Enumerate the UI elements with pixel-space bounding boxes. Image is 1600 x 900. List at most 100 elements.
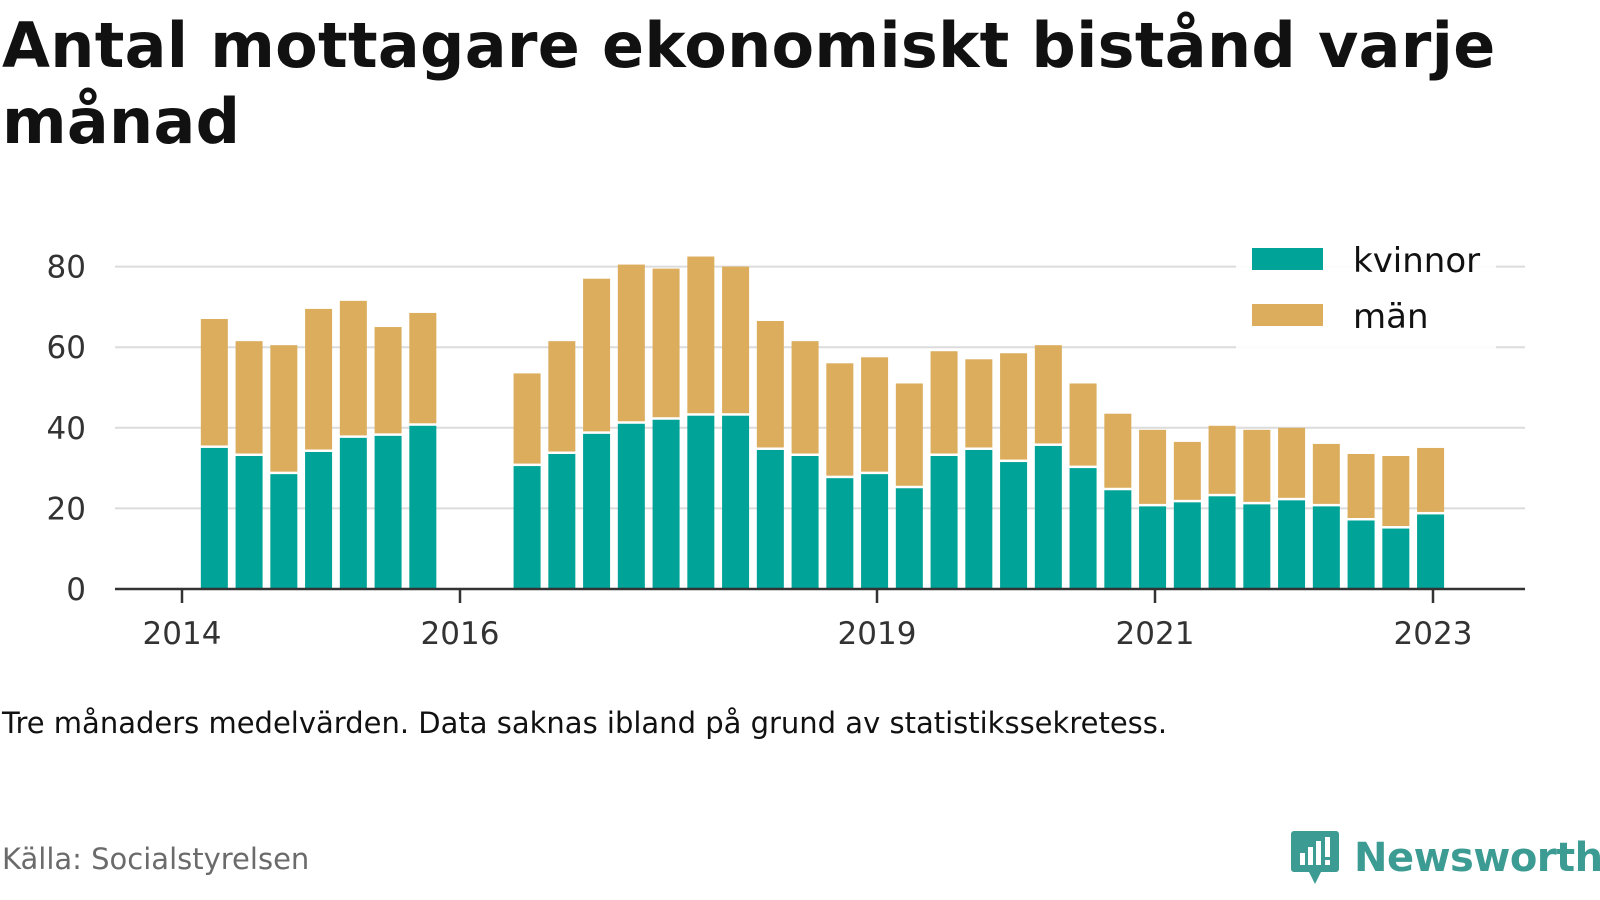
newsworthy-logo-icon xyxy=(1291,831,1339,884)
bar-kvinnor-2021-08 xyxy=(1208,496,1236,589)
legend-label-man: män xyxy=(1353,297,1429,337)
bar-group-2018-05 xyxy=(756,321,784,589)
x-tick-label-2019: 2019 xyxy=(838,616,917,652)
bar-group-2018-11 xyxy=(826,363,854,589)
bar-kvinnor-2014-11 xyxy=(270,474,298,589)
bar-man-2019-08 xyxy=(930,351,958,454)
bar-man-2015-02 xyxy=(305,308,333,450)
bar-man-2018-05 xyxy=(756,321,784,448)
bar-man-2015-08 xyxy=(374,327,402,434)
bar-kvinnor-2018-11 xyxy=(826,478,854,589)
bar-group-2018-08 xyxy=(791,341,819,589)
bar-group-2020-08 xyxy=(1069,383,1097,589)
bar-kvinnor-2018-02 xyxy=(722,415,750,589)
bar-man-2015-11 xyxy=(409,312,437,424)
bar-man-2020-05 xyxy=(1034,345,1062,444)
bar-kvinnor-2017-11 xyxy=(687,415,715,589)
bar-group-2019-08 xyxy=(930,351,958,589)
bar-group-2022-08 xyxy=(1347,453,1375,589)
bar-man-2014-08 xyxy=(235,341,263,454)
bar-kvinnor-2022-11 xyxy=(1382,528,1410,589)
bar-kvinnor-2022-05 xyxy=(1312,506,1340,589)
bar-kvinnor-2015-11 xyxy=(409,425,437,589)
bar-group-2015-05 xyxy=(339,300,367,589)
bar-group-2015-08 xyxy=(374,327,402,589)
x-tick-label-2023: 2023 xyxy=(1394,616,1473,652)
bar-man-2021-02 xyxy=(1139,429,1167,504)
x-axis-ticks: 2014 2016 2019 2021 2023 xyxy=(143,589,1473,652)
bar-kvinnor-2022-08 xyxy=(1347,520,1375,589)
bar-man-2022-08 xyxy=(1347,453,1375,518)
y-axis-ticks: 0 20 40 60 80 xyxy=(47,250,86,608)
bar-group-2014-11 xyxy=(270,345,298,589)
bar-kvinnor-2022-02 xyxy=(1278,500,1306,589)
bar-group-2017-05 xyxy=(617,264,645,589)
bar-man-2017-11 xyxy=(687,256,715,414)
bar-man-2020-11 xyxy=(1104,413,1132,488)
bar-kvinnor-2015-05 xyxy=(339,437,367,589)
bar-kvinnor-2016-11 xyxy=(548,453,576,589)
bar-group-2019-02 xyxy=(861,357,889,589)
bar-kvinnor-2018-08 xyxy=(791,456,819,589)
bar-man-2023-02 xyxy=(1417,447,1445,512)
bar-man-2015-05 xyxy=(339,300,367,436)
bar-group-2014-08 xyxy=(235,341,263,589)
y-tick-label-0: 0 xyxy=(66,572,86,608)
bar-kvinnor-2016-08 xyxy=(513,466,541,589)
bar-man-2014-05 xyxy=(200,318,228,446)
bar-man-2017-02 xyxy=(583,278,611,432)
legend: kvinnor män xyxy=(1236,235,1496,353)
bar-kvinnor-2019-08 xyxy=(930,456,958,589)
bar-kvinnor-2014-05 xyxy=(200,447,228,589)
bar-kvinnor-2014-08 xyxy=(235,456,263,589)
brand-name: Newsworthy xyxy=(1354,835,1600,881)
bar-kvinnor-2021-05 xyxy=(1173,502,1201,589)
chart-note: Tre månaders medelvärden. Data saknas ib… xyxy=(2,706,1168,740)
bar-group-2021-05 xyxy=(1173,441,1201,589)
bar-man-2016-08 xyxy=(513,373,541,464)
bar-man-2021-05 xyxy=(1173,441,1201,500)
bar-kvinnor-2018-05 xyxy=(756,449,784,589)
bar-kvinnor-2015-08 xyxy=(374,435,402,589)
bar-kvinnor-2021-11 xyxy=(1243,504,1271,589)
bar-man-2018-08 xyxy=(791,341,819,454)
bar-kvinnor-2019-11 xyxy=(965,449,993,589)
bar-group-2018-02 xyxy=(722,266,750,589)
bar-group-2016-11 xyxy=(548,341,576,589)
bar-kvinnor-2020-08 xyxy=(1069,468,1097,589)
bar-group-2021-08 xyxy=(1208,425,1236,589)
bar-man-2019-11 xyxy=(965,359,993,448)
bar-man-2018-11 xyxy=(826,363,854,476)
bar-kvinnor-2015-02 xyxy=(305,451,333,589)
bar-man-2019-05 xyxy=(895,383,923,486)
bar-group-2020-11 xyxy=(1104,413,1132,589)
legend-swatch-kvinnor xyxy=(1252,248,1323,270)
bar-group-2019-11 xyxy=(965,359,993,589)
bar-man-2021-11 xyxy=(1243,429,1271,502)
bar-kvinnor-2023-02 xyxy=(1417,514,1445,589)
bar-man-2021-08 xyxy=(1208,425,1236,494)
bar-group-2016-08 xyxy=(513,373,541,589)
bar-kvinnor-2021-02 xyxy=(1139,506,1167,589)
brand-logo: Newsworthy xyxy=(1290,828,1600,888)
bar-man-2014-11 xyxy=(270,345,298,472)
bar-kvinnor-2017-08 xyxy=(652,419,680,589)
bar-group-2017-08 xyxy=(652,268,680,589)
bars xyxy=(200,256,1445,589)
bar-man-2022-02 xyxy=(1278,427,1306,498)
bar-kvinnor-2019-02 xyxy=(861,474,889,589)
x-tick-label-2016: 2016 xyxy=(421,616,500,652)
bar-group-2017-11 xyxy=(687,256,715,589)
bar-group-2022-11 xyxy=(1382,456,1410,589)
bar-man-2016-11 xyxy=(548,341,576,452)
bar-man-2022-11 xyxy=(1382,456,1410,527)
bar-group-2022-05 xyxy=(1312,443,1340,589)
bar-kvinnor-2020-05 xyxy=(1034,445,1062,589)
x-tick-label-2014: 2014 xyxy=(143,616,222,652)
y-tick-label-20: 20 xyxy=(47,491,86,527)
y-tick-label-40: 40 xyxy=(47,411,86,447)
bar-kvinnor-2019-05 xyxy=(895,488,923,589)
bar-kvinnor-2020-02 xyxy=(1000,462,1028,589)
bar-group-2022-02 xyxy=(1278,427,1306,589)
bar-man-2020-02 xyxy=(1000,353,1028,460)
